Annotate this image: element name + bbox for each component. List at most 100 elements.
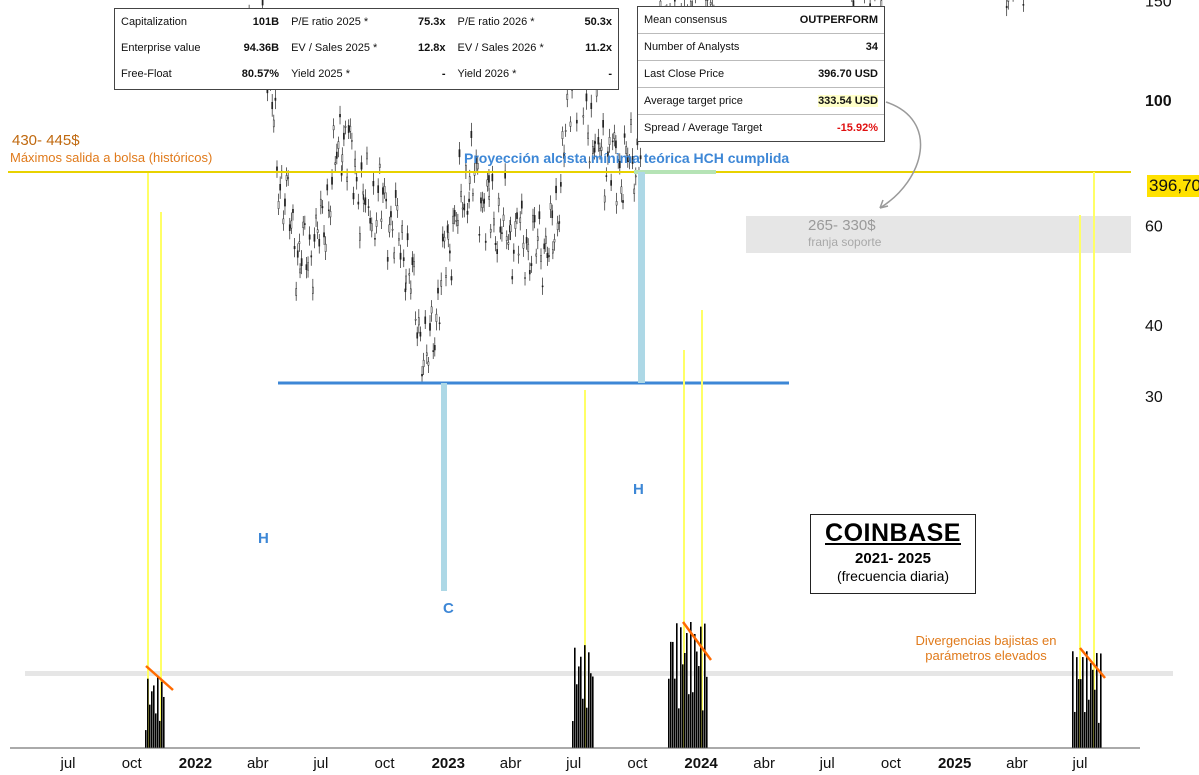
cell-label: EV / Sales 2025 * [291, 42, 378, 54]
candle-body [626, 155, 629, 162]
candle-body [292, 209, 294, 213]
cell-label: Free-Float [121, 68, 172, 80]
volume-bar [682, 664, 684, 748]
consensus-table: Mean consensus OUTPERFORM Number of Anal… [637, 6, 885, 142]
candle-body [620, 186, 623, 194]
candle-body [481, 199, 484, 208]
x-tick-label: jul [565, 755, 581, 772]
x-tick-label: jul [312, 755, 328, 772]
volume-bar [1100, 653, 1102, 748]
candle-body [484, 240, 487, 243]
candle-body [452, 215, 454, 224]
volume-bar [161, 681, 163, 748]
table-row: Average target price 333.54 USD [638, 87, 884, 115]
ipo-description: Máximos salida a bolsa (históricos) [10, 150, 213, 165]
volume-bar [1094, 689, 1096, 748]
candle-body [427, 361, 430, 366]
target-price-value: 333.54 USD [818, 95, 878, 107]
candle-body [610, 180, 612, 186]
table-row: Enterprise value 94.36B EV / Sales 2025 … [115, 35, 618, 61]
volume-bar [1074, 711, 1076, 748]
x-tick-label: 2024 [684, 755, 718, 772]
volume-bar [1080, 679, 1082, 748]
candle-body [441, 233, 444, 242]
candle-body [553, 239, 556, 243]
volume-bar [692, 692, 694, 748]
candle-body [414, 318, 417, 321]
candle-body [551, 210, 554, 218]
ipo-price-label: 430- 445$ [12, 132, 80, 149]
candle-body [284, 198, 286, 207]
candle-body [532, 214, 534, 223]
candle-body [524, 277, 526, 279]
candle-body [416, 332, 419, 339]
candle-body [556, 222, 559, 230]
candle-body [406, 233, 409, 241]
candle-body [296, 250, 299, 258]
volume-bar [145, 730, 147, 748]
candle-body [300, 258, 303, 266]
table-row: Free-Float 80.57% Yield 2025 * - Yield 2… [115, 61, 618, 87]
candle-body [517, 253, 520, 256]
head-depth-bar [441, 383, 447, 591]
candle-body [382, 187, 384, 195]
table-row: Capitalization 101B P/E ratio 2025 * 75.… [115, 9, 618, 35]
candle-body [475, 155, 478, 164]
candle-body [378, 163, 381, 168]
candle-body [458, 149, 461, 158]
head-label: C [443, 600, 454, 617]
cell-label: Yield 2025 * [291, 68, 351, 80]
candle-body [618, 160, 621, 169]
candle-body [453, 210, 456, 217]
chart-title-box: COINBASE 2021- 2025 (frecuencia diaria) [810, 514, 976, 594]
candle-body [608, 137, 611, 145]
volume-bar [706, 676, 708, 748]
candle-body [499, 226, 502, 233]
candle-body [1007, 0, 1010, 2]
candle-body [600, 146, 603, 151]
candle-body [525, 237, 528, 244]
cell-value: 12.8x [417, 42, 446, 54]
volume-bar [698, 666, 700, 748]
candle-body [538, 211, 541, 219]
candle-body [331, 176, 333, 185]
cell-label: Yield 2026 * [457, 68, 517, 80]
projection-bar [638, 172, 645, 383]
volume-bar [147, 678, 149, 748]
candle-body [261, 0, 264, 6]
cell-value: 80.57% [241, 68, 280, 80]
candle-body [396, 205, 399, 211]
support-price-label: 265- 330$ [808, 217, 876, 234]
frequency-label: (frecuencia diaria) [836, 568, 950, 584]
divergence-line [681, 621, 713, 661]
cell-value: 101B [252, 16, 280, 28]
candle-body [563, 152, 565, 159]
candle-body [405, 275, 407, 284]
volume-bar [1088, 699, 1090, 748]
volume-bar [582, 698, 584, 748]
candle-body [337, 141, 340, 149]
candle-body [585, 93, 588, 102]
candle-body [634, 175, 637, 178]
candle-body [329, 211, 332, 218]
candle-body [602, 120, 604, 128]
candle-body [1005, 5, 1008, 9]
volume-bar [688, 694, 690, 748]
candle-body [561, 131, 564, 140]
volume-bar [584, 645, 586, 748]
candle-body [457, 219, 459, 226]
x-tick-label: 2023 [432, 755, 465, 772]
candle-body [360, 162, 363, 170]
fundamentals-table: Capitalization 101B P/E ratio 2025 * 75.… [114, 8, 619, 90]
table-row: Number of Analysts 34 [638, 33, 884, 61]
cell-label: Capitalization [121, 16, 188, 28]
projection-target-marker [634, 170, 716, 174]
volume-histogram [145, 622, 1102, 748]
candle-body [359, 233, 361, 241]
target-arrow-head [879, 199, 889, 209]
candle-body [519, 217, 522, 223]
y-axis: 304060100150200300600 [1145, 0, 1172, 406]
candle-body [507, 242, 510, 245]
candle-body [321, 206, 324, 209]
